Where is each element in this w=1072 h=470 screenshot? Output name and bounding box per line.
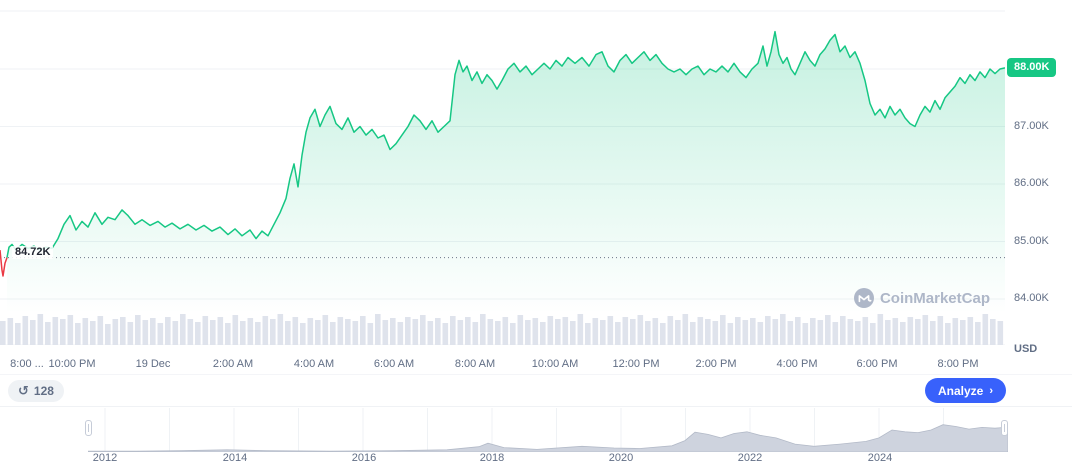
x-axis-label: 19 Dec	[135, 358, 171, 370]
x-axis-label: 2:00 AM	[212, 358, 254, 370]
year-axis-label: 2024	[867, 452, 893, 464]
x-axis-label: 6:00 AM	[373, 358, 415, 370]
year-axis-label: 2020	[608, 452, 634, 464]
year-axis-label: 2022	[737, 452, 763, 464]
divider	[0, 374, 1072, 375]
year-axis-label: 2012	[92, 452, 118, 464]
analyze-label: Analyze	[937, 383, 984, 398]
brush-handle-right[interactable]	[1001, 420, 1008, 436]
x-axis-label: 12:00 PM	[612, 358, 660, 370]
x-axis: 8:00 ... 10:00 PM 19 Dec 2:00 AM 4:00 AM 6:00…	[0, 358, 1072, 374]
x-axis-label: 10:00 PM	[48, 358, 96, 370]
year-axis: 2012 2014 2016 2018 2020 2022 2024	[0, 452, 1072, 468]
y-axis-label: 85.00K	[1014, 235, 1049, 247]
year-axis-label: 2014	[222, 452, 248, 464]
x-axis-label: 4:00 PM	[776, 358, 818, 370]
analyze-button[interactable]: Analyze ›	[924, 378, 1006, 403]
y-axis-label: 87.00K	[1014, 120, 1049, 132]
x-axis-label: 8:00 ...	[10, 358, 44, 370]
x-axis-label: 4:00 AM	[293, 358, 335, 370]
year-axis-label: 2016	[351, 452, 377, 464]
x-axis-label: 8:00 PM	[937, 358, 979, 370]
divider	[0, 406, 1072, 407]
history-count: 128	[33, 384, 54, 398]
chevron-right-icon: ›	[989, 384, 993, 397]
watermark-text: CoinMarketCap	[879, 289, 990, 307]
y-axis-label: 86.00K	[1014, 177, 1049, 189]
x-axis-label: 2:00 PM	[695, 358, 737, 370]
brush-handle-left[interactable]	[85, 420, 92, 436]
range-navigator[interactable]	[88, 408, 1008, 452]
history-icon: ↺	[18, 383, 29, 399]
currency-label: USD	[1014, 343, 1038, 355]
year-axis-label: 2018	[479, 452, 505, 464]
price-chart[interactable]	[0, 0, 1005, 345]
coinmarketcap-logo-icon	[853, 288, 874, 308]
prev-close-label: 84.72K	[12, 246, 54, 259]
x-axis-label: 8:00 AM	[454, 358, 496, 370]
watermark: CoinMarketCap	[853, 288, 990, 308]
history-count-badge[interactable]: ↺ 128	[8, 380, 64, 402]
current-price-badge: 88.00K	[1007, 58, 1057, 77]
x-axis-label: 6:00 PM	[856, 358, 898, 370]
y-axis-label: 84.00K	[1014, 292, 1049, 304]
x-axis-label: 10:00 AM	[531, 358, 579, 370]
